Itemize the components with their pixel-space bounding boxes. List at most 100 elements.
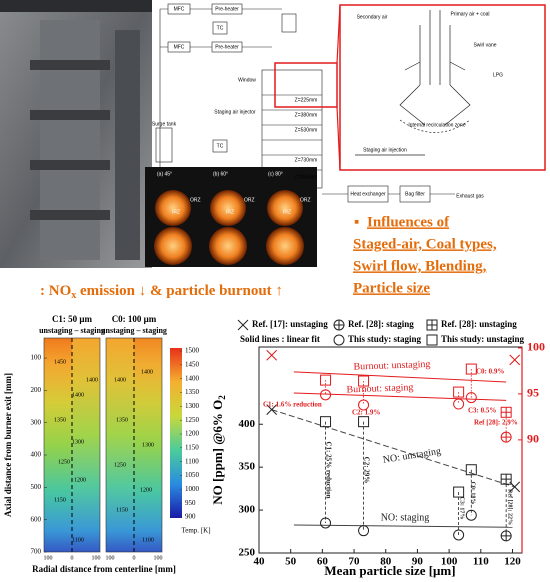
schematic-label: Window <box>238 77 256 83</box>
inset-label: Secondary air <box>357 14 388 20</box>
no-point <box>358 525 370 537</box>
legend-marker <box>333 319 345 331</box>
schematic-label: TC <box>217 143 224 149</box>
legend-marker <box>333 334 345 346</box>
flame-label: IRZ <box>172 209 180 215</box>
colorbar-tick-label: 1000 <box>185 485 200 493</box>
marker-shape <box>426 334 438 346</box>
marker-shape <box>358 525 370 537</box>
annotation: Ref [28]: 2.9% <box>474 419 518 427</box>
annotation: C0: 18% <box>470 482 476 505</box>
marker-shape <box>358 375 370 387</box>
x-axis-label: Radial distance from centerline [mm] <box>32 564 176 574</box>
contour-label: 1200 <box>140 487 152 493</box>
y-tick-label: 250 <box>239 547 256 559</box>
x-tick-label: 80 <box>380 556 392 568</box>
no-point <box>358 416 370 428</box>
annotation: Ref [28]: 22% <box>507 489 513 525</box>
flame-images <box>154 190 304 265</box>
contour-label: 1350 <box>54 417 66 423</box>
y-tick-label: 200 <box>31 386 42 394</box>
colorbar-tick-label: 1400 <box>185 374 200 382</box>
schematic-label: MFC <box>174 6 185 12</box>
marker-shape <box>501 530 512 541</box>
burnout-point <box>266 349 278 361</box>
burnout-point <box>358 375 370 387</box>
colorbar-tick-label: 1100 <box>185 457 199 465</box>
colorbar-tick-label: 1450 <box>185 360 200 368</box>
marker-shape <box>501 432 512 443</box>
marker-shape <box>320 374 332 386</box>
fit-label: NO: staging <box>381 512 430 523</box>
y-tick-label: 100 <box>31 354 42 362</box>
burnout-point <box>358 399 370 411</box>
legend-label: Ref. [28]: staging <box>348 319 414 329</box>
no-point <box>465 509 477 521</box>
fit-label: NO: unstaging <box>382 446 442 466</box>
y-tick-label: 500 <box>31 483 42 491</box>
marker-shape <box>320 416 332 428</box>
marker-shape <box>333 334 345 346</box>
marker-shape <box>453 486 465 498</box>
marker-shape <box>453 398 465 410</box>
contour-label: 1150 <box>116 507 128 513</box>
x-tick-label: 110 <box>473 556 489 568</box>
y-tick-label: 600 <box>31 515 42 523</box>
contour-label: 1400 <box>86 377 98 383</box>
colorbar-tick-label: 1300 <box>185 402 200 410</box>
frame <box>43 337 101 553</box>
y-tick-label: 350 <box>239 461 256 473</box>
marker-shape <box>266 404 278 416</box>
y-axis-label: NO [ppm] @6% O2 <box>210 395 227 505</box>
schematic-label: Z=530mm <box>295 127 318 133</box>
inset-label: LPG <box>493 72 503 78</box>
annotation: C3: 0.5% <box>468 407 496 415</box>
schematic-label: Pre-heater <box>215 44 239 50</box>
no-point <box>500 530 512 542</box>
zoom-box <box>274 62 338 108</box>
contour-label: 1450 <box>54 359 66 365</box>
marker-shape <box>266 349 278 361</box>
schematic-label: Pre-heater <box>215 6 239 12</box>
schematic-label: TC <box>217 25 224 31</box>
x-tick-label: 100 <box>441 556 458 568</box>
x-tick-label: 120 <box>504 556 521 568</box>
legend-marker <box>237 319 249 331</box>
y-tick-label: 300 <box>239 504 256 516</box>
x-tick-label: 100 <box>106 555 115 561</box>
no-point <box>453 486 465 498</box>
inset-label: Swirl vane <box>473 42 496 48</box>
summary: : NOx emission ↓ & particle burnout ↑ <box>40 283 283 301</box>
contour-label: 1150 <box>54 497 66 503</box>
x-axis-label: Mean particle size [μm] <box>324 563 455 578</box>
inset-label: Primary air + coal <box>450 11 489 17</box>
x-tick-label: 90 <box>412 556 424 568</box>
contour-label: 1300 <box>142 442 154 448</box>
flame-label: ORZ <box>244 197 255 203</box>
inset-label: Internal recirculation zone <box>408 122 465 128</box>
y-tick-label: 700 <box>31 548 42 556</box>
fit-line <box>293 524 513 528</box>
legend-label: Ref. [28]: unstaging <box>441 319 517 329</box>
contour-label: 1250 <box>58 459 70 465</box>
marker-shape <box>320 517 332 529</box>
centerline <box>71 338 135 552</box>
no-point <box>465 464 477 476</box>
legend-marker <box>426 319 438 331</box>
marker-shape <box>334 320 344 330</box>
annotation: C3: 17% <box>459 497 465 520</box>
x-tick-label: 100 <box>44 555 53 561</box>
marker-shape <box>501 407 512 418</box>
inset-drawing <box>355 10 471 156</box>
summary-part: emission ↓ & particle burnout ↑ <box>76 283 283 299</box>
marker-shape <box>465 509 477 521</box>
legend-label: Ref. [17]: unstaging <box>252 319 328 329</box>
contour-label: 1100 <box>72 537 84 543</box>
flame-label: ORZ <box>300 197 311 203</box>
annotation: C2: 29% <box>362 457 370 484</box>
no-point <box>320 416 332 428</box>
marker-shape <box>237 319 249 331</box>
marker-shape <box>465 392 477 404</box>
schematic-label: MFC <box>174 44 185 50</box>
flame-label: IRZ <box>283 209 291 215</box>
